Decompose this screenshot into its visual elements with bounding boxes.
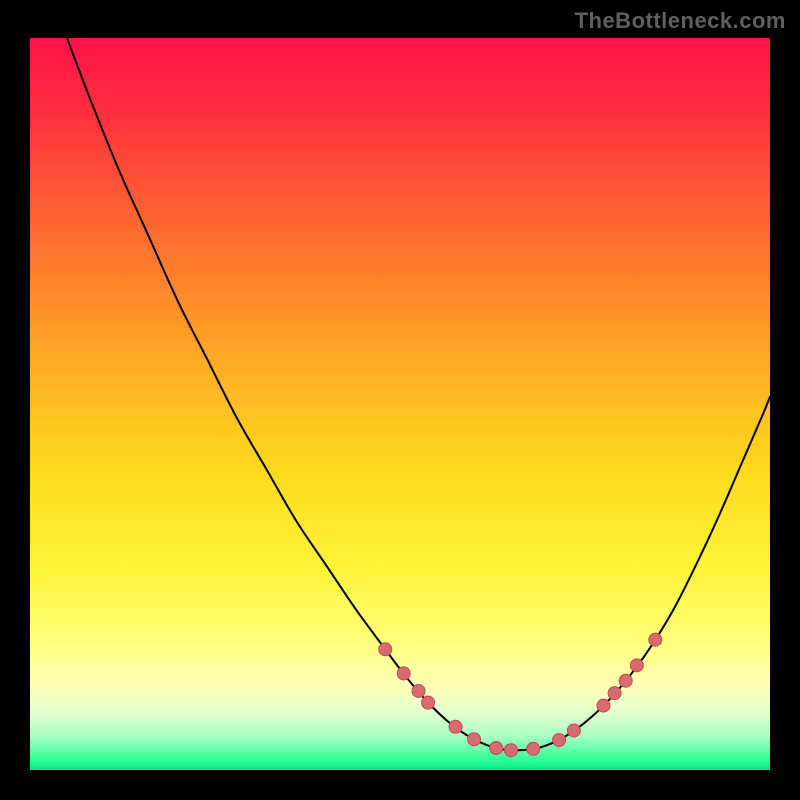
chart-background	[30, 38, 770, 770]
data-marker	[567, 724, 580, 737]
data-marker	[630, 659, 643, 672]
data-marker	[449, 720, 462, 733]
data-marker	[597, 699, 610, 712]
data-marker	[608, 687, 621, 700]
data-marker	[468, 733, 481, 746]
data-marker	[505, 744, 518, 757]
data-marker	[619, 674, 632, 687]
data-marker	[527, 742, 540, 755]
chart-plot-area	[30, 38, 770, 770]
data-marker	[379, 643, 392, 656]
data-marker	[490, 742, 503, 755]
data-marker	[553, 733, 566, 746]
data-marker	[422, 696, 435, 709]
chart-svg	[30, 38, 770, 770]
watermark-text: TheBottleneck.com	[575, 8, 786, 34]
data-marker	[397, 667, 410, 680]
data-marker	[412, 684, 425, 697]
data-marker	[649, 633, 662, 646]
